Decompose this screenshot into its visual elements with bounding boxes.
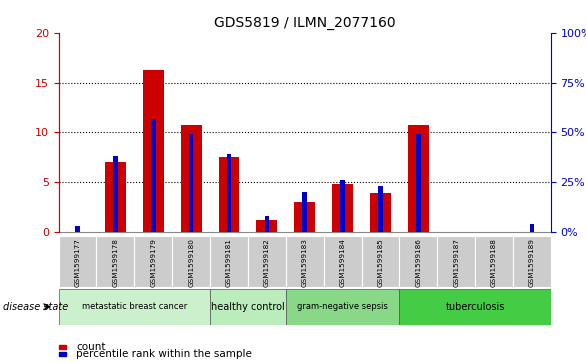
Text: percentile rank within the sample: percentile rank within the sample xyxy=(76,349,252,359)
Bar xyxy=(189,134,193,232)
Bar xyxy=(172,236,210,287)
Text: GSM1599186: GSM1599186 xyxy=(415,238,421,287)
Text: gram-negative sepsis: gram-negative sepsis xyxy=(297,302,388,311)
Bar xyxy=(513,236,551,287)
Bar xyxy=(340,180,345,232)
Bar xyxy=(265,216,269,232)
Bar xyxy=(180,125,202,232)
Text: tuberculosis: tuberculosis xyxy=(445,302,505,312)
Text: GSM1599187: GSM1599187 xyxy=(453,238,459,287)
Bar xyxy=(210,236,248,287)
Text: disease state: disease state xyxy=(3,302,68,312)
Bar xyxy=(210,289,286,325)
Bar xyxy=(59,236,97,287)
Bar xyxy=(370,193,391,232)
Text: count: count xyxy=(76,342,105,352)
Bar xyxy=(134,236,172,287)
Bar xyxy=(248,236,286,287)
Text: GSM1599181: GSM1599181 xyxy=(226,238,232,287)
Text: GSM1599177: GSM1599177 xyxy=(74,238,80,287)
Bar xyxy=(286,289,400,325)
Bar xyxy=(227,155,231,232)
Text: healthy control: healthy control xyxy=(211,302,285,312)
Text: GSM1599182: GSM1599182 xyxy=(264,238,270,287)
Text: GSM1599183: GSM1599183 xyxy=(302,238,308,287)
Bar xyxy=(97,236,134,287)
Bar xyxy=(143,70,163,232)
Bar xyxy=(416,134,421,232)
Bar xyxy=(378,187,383,232)
Bar xyxy=(302,192,307,232)
Bar xyxy=(408,125,429,232)
Bar xyxy=(59,289,210,325)
Bar xyxy=(475,236,513,287)
Text: metastatic breast cancer: metastatic breast cancer xyxy=(81,302,187,311)
Bar xyxy=(286,236,323,287)
Bar xyxy=(219,158,240,232)
Text: GSM1599188: GSM1599188 xyxy=(491,238,497,287)
Bar xyxy=(400,289,551,325)
Text: GSM1599189: GSM1599189 xyxy=(529,238,535,287)
Bar xyxy=(323,236,362,287)
Text: GSM1599184: GSM1599184 xyxy=(339,238,346,287)
Bar xyxy=(105,163,126,232)
Title: GDS5819 / ILMN_2077160: GDS5819 / ILMN_2077160 xyxy=(214,16,396,30)
Bar xyxy=(400,236,437,287)
Bar xyxy=(75,227,80,232)
Text: GSM1599178: GSM1599178 xyxy=(113,238,118,287)
Bar xyxy=(113,156,118,232)
Bar xyxy=(332,184,353,232)
Bar xyxy=(151,118,155,232)
Text: GSM1599185: GSM1599185 xyxy=(377,238,383,287)
Bar xyxy=(294,203,315,232)
Text: GSM1599180: GSM1599180 xyxy=(188,238,194,287)
Bar xyxy=(257,220,277,232)
Bar xyxy=(362,236,400,287)
Bar xyxy=(437,236,475,287)
Bar xyxy=(530,224,534,232)
Text: GSM1599179: GSM1599179 xyxy=(150,238,156,287)
